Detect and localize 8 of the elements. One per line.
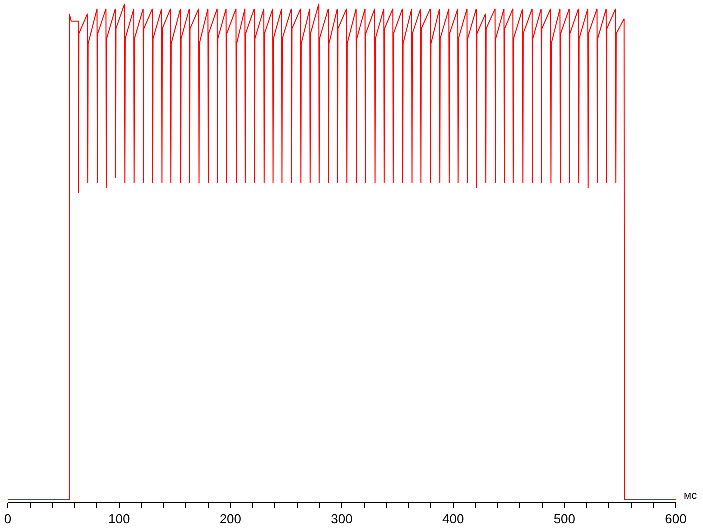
- x-tick-label: 600: [665, 512, 687, 527]
- x-tick-label: 500: [554, 512, 576, 527]
- x-tick-label: 0: [4, 512, 12, 527]
- x-axis-title: мс: [684, 490, 698, 502]
- x-tick-label: 100: [108, 512, 130, 527]
- x-tick-label: 300: [331, 512, 353, 527]
- x-tick-label: 200: [220, 512, 242, 527]
- x-tick-label: 400: [442, 512, 464, 527]
